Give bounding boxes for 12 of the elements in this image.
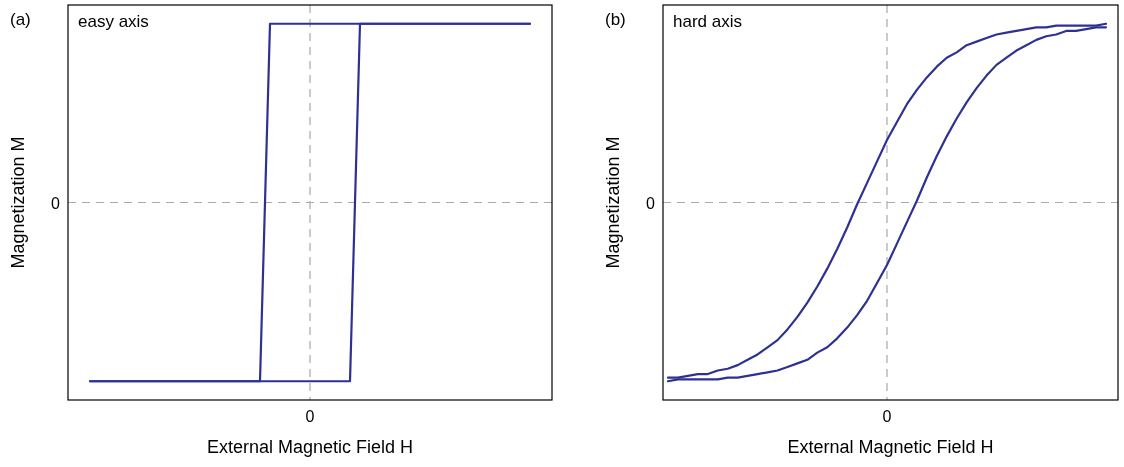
chart-title: (a): [10, 10, 31, 29]
chart-title: (b): [605, 10, 626, 29]
y-axis-title: Magnetization M: [603, 136, 623, 269]
text: 0: [882, 408, 892, 425]
annotation: easy axis: [78, 12, 149, 31]
annotation: hard axis: [673, 12, 742, 31]
ref-line-label: 0: [51, 194, 61, 212]
ref-line-label: 0: [646, 194, 656, 212]
x-axis-title: External Magnetic Field H: [206, 437, 414, 457]
x-axis-title: External Magnetic Field H: [787, 437, 994, 457]
text: 0: [305, 408, 315, 425]
y-axis-title: Magnetization M: [8, 136, 28, 269]
